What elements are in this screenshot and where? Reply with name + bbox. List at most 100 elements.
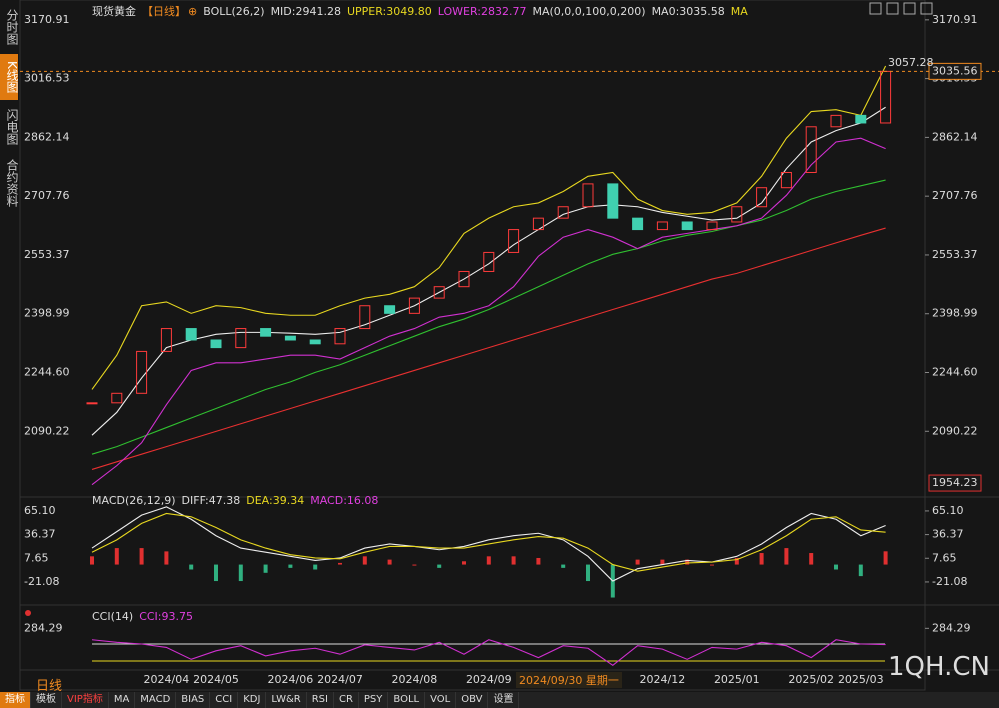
x-tick-label: 2024/07 — [317, 673, 363, 686]
toolbar-item[interactable]: VOL — [425, 692, 457, 708]
candle — [780, 171, 792, 189]
candle — [681, 221, 693, 231]
marker-icon — [25, 610, 31, 616]
y-tick-label-left: 2244.60 — [24, 366, 70, 379]
cci-header: CCI(14) CCI:93.75 — [92, 610, 199, 623]
y-tick-label-left: 3016.53 — [24, 72, 70, 85]
macd-bar — [635, 559, 640, 565]
y-tick-label-left: 2707.76 — [24, 189, 70, 202]
candle — [185, 328, 197, 341]
macd-bar — [114, 548, 119, 565]
candle — [632, 217, 644, 231]
boll-label: BOLL(26,2) — [203, 5, 265, 18]
candle — [359, 305, 371, 330]
boll-lower: LOWER:2832.77 — [437, 5, 527, 18]
low-label: 1954.23 — [932, 476, 978, 489]
macd-bar — [660, 559, 665, 565]
toolbar-item[interactable]: BOLL — [388, 692, 426, 708]
macd-bar — [338, 562, 342, 565]
candle — [433, 286, 445, 299]
toolbar-item[interactable]: 指标 — [0, 692, 31, 708]
tab-contract[interactable]: 合约资料 — [5, 159, 19, 207]
toolbar-icon[interactable] — [886, 2, 899, 15]
tab-kline[interactable]: K线图 — [0, 54, 19, 100]
candle — [334, 328, 346, 345]
y-tick-label: 7.65 — [932, 551, 957, 564]
macd-bar — [586, 564, 590, 582]
toolbar-item[interactable]: KDJ — [238, 692, 267, 708]
macd-bar — [462, 561, 466, 565]
toolbar-item[interactable]: CR — [334, 692, 359, 708]
candle — [855, 114, 867, 124]
period-label: 日线 — [36, 679, 63, 694]
candle — [210, 339, 222, 349]
y-tick-label-left: 65.10 — [24, 504, 56, 517]
toolbar-icon[interactable] — [903, 2, 916, 15]
macd-bar — [511, 556, 516, 565]
ma100-line — [91, 179, 886, 455]
y-tick-label: 2707.76 — [932, 189, 978, 202]
add-icon[interactable]: ⊕ — [188, 5, 198, 18]
toolbar-item[interactable]: 设置 — [488, 692, 520, 708]
watermark: 1QH.CN — [888, 652, 990, 682]
macd-bar — [759, 553, 764, 565]
toolbar-item[interactable]: CCI — [210, 692, 239, 708]
y-tick-label: 2398.99 — [932, 307, 978, 320]
toolbar-icon[interactable] — [869, 2, 882, 15]
diff-label: DIFF:47.38 — [181, 494, 241, 507]
toolbar-item[interactable]: RSI — [307, 692, 334, 708]
macd-header: MACD(26,12,9) DIFF:47.38 DEA:39.34 MACD:16.… — [92, 494, 384, 507]
x-tick-label: 2024/08 — [392, 673, 438, 686]
candle — [86, 402, 98, 405]
candle — [532, 217, 544, 231]
toolbar-item[interactable]: BIAS — [176, 692, 211, 708]
candle — [508, 229, 520, 253]
diff-line — [91, 506, 886, 582]
macd-bar — [734, 557, 739, 565]
candle — [706, 221, 718, 231]
ma-label: MA(0,0,0,100,0,200) — [532, 5, 646, 18]
macd-bar — [313, 564, 318, 570]
cci-line — [91, 639, 886, 666]
y-tick-label-left: 2862.14 — [24, 130, 70, 143]
toolbar-item[interactable]: 模板 — [31, 692, 62, 708]
macd-bar — [809, 553, 814, 565]
tab-flash[interactable]: 闪电图 — [5, 109, 19, 145]
macd-value: MACD:16.08 — [310, 494, 379, 507]
macd-bar — [561, 564, 566, 568]
toolbar-item[interactable]: PSY — [359, 692, 389, 708]
ma0: MA0:3035.58 — [651, 5, 725, 18]
macd-bar — [362, 556, 367, 565]
macd-bar — [834, 564, 838, 570]
toolbar-icon[interactable] — [920, 2, 933, 15]
toolbar-item[interactable]: MACD — [135, 692, 177, 708]
boll-lower-line — [91, 137, 886, 486]
dea-label: DEA:39.34 — [246, 494, 305, 507]
candle — [309, 339, 321, 345]
toolbar-item[interactable]: VIP指标 — [62, 692, 109, 708]
macd-bar — [164, 551, 169, 565]
candle — [408, 297, 420, 314]
y-tick-label-left: 284.29 — [24, 621, 63, 634]
macd-bar — [858, 564, 863, 577]
toolbar-item[interactable]: LW&R — [266, 692, 307, 708]
y-tick-label: 2553.37 — [932, 248, 978, 261]
candle — [582, 183, 594, 208]
macd-bar — [139, 548, 144, 565]
x-tick-label: 2025/01 — [714, 673, 760, 686]
candle — [384, 305, 396, 314]
macd-label: MACD(26,12,9) — [92, 494, 176, 507]
y-tick-label-left: 3170.91 — [24, 13, 70, 26]
x-tick-label: 2024/09 — [466, 673, 512, 686]
candle — [830, 114, 842, 128]
toolbar-item[interactable]: OBV — [456, 692, 489, 708]
macd-bar — [238, 564, 243, 582]
macd-bar — [710, 564, 714, 566]
y-tick-label: 284.29 — [932, 621, 971, 634]
tab-timeshare[interactable]: 分时图 — [5, 9, 19, 45]
candle — [483, 251, 495, 272]
macd-bar — [288, 564, 293, 568]
toolbar-item[interactable]: MA — [109, 692, 136, 708]
